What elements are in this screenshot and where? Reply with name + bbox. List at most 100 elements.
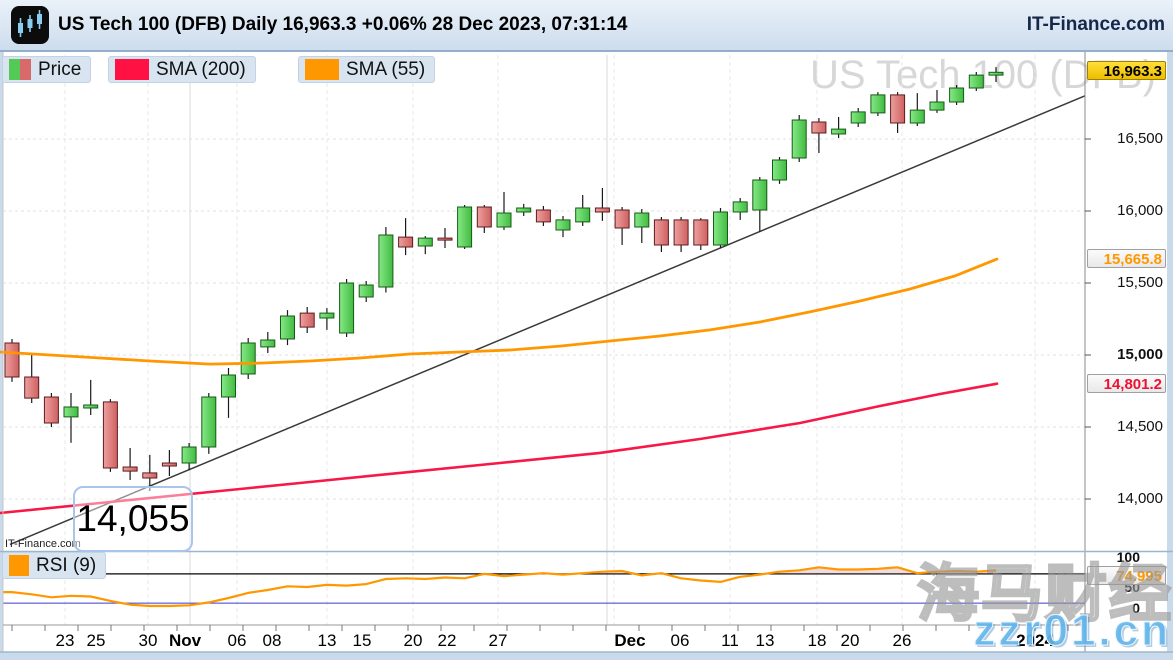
time-axis-label: 13 [755, 631, 775, 650]
time-axis-label: Dec [614, 631, 646, 650]
candle-down [122, 466, 138, 472]
candle-down [890, 94, 906, 124]
candle-up [968, 74, 984, 89]
legend-price-label: Price [38, 58, 82, 80]
time-axis-label: 23 [55, 631, 75, 650]
time-axis-label: 18 [807, 631, 827, 650]
brand-link[interactable]: IT-Finance.com [1026, 14, 1165, 35]
candle-up [221, 374, 236, 398]
candle-down [4, 342, 20, 378]
candle-up [83, 404, 99, 409]
price-tick-label: 16,000 [1117, 202, 1163, 219]
rsi-line [3, 566, 997, 608]
time-axis-label: 27 [488, 631, 508, 650]
candle-up [378, 234, 394, 288]
rsi-tick-label: 0 [1132, 600, 1140, 616]
candle-down [398, 236, 414, 248]
rsi-tick-label: 100 [1116, 549, 1140, 565]
candle-down [653, 219, 669, 246]
legend-chip-rsi[interactable]: RSI (9) [2, 552, 107, 579]
candle-up [555, 219, 571, 231]
sma55-value-chip: 15,665.8 [1087, 249, 1166, 268]
sma200-swatch-icon [115, 59, 149, 80]
candle-up [870, 94, 886, 114]
candle-up [319, 312, 335, 319]
candle-up [457, 206, 473, 248]
candle-up [850, 111, 866, 124]
time-axis-label: 22 [437, 631, 457, 650]
candle-down [535, 209, 551, 223]
price-tick-label: 14,000 [1117, 490, 1163, 507]
candle-up [732, 201, 748, 213]
legend-chip-sma55[interactable]: SMA (55) [298, 56, 436, 83]
time-axis-label: 26 [892, 631, 912, 650]
cn-site-watermark: 海马财经 [916, 559, 1173, 631]
candle-down [24, 376, 40, 399]
time-axis-label: 13 [317, 631, 337, 650]
candle-up [516, 207, 532, 213]
time-axis-label: 15 [352, 631, 372, 650]
price-tick-label: 14,500 [1117, 418, 1163, 435]
time-axis-label: 06 [227, 631, 247, 650]
candle-down [437, 237, 453, 241]
price-tick-label: 15,500 [1117, 274, 1163, 291]
candle-down [43, 396, 59, 424]
candle-down [811, 121, 827, 134]
time-axis-label: Nov [168, 631, 202, 650]
price-swatch-icon [9, 59, 31, 80]
sma55-line [0, 257, 999, 366]
chart-title: US Tech 100 (DFB) Daily 16,963.3 +0.06% … [58, 14, 628, 35]
candle-up [63, 406, 79, 418]
candle-up [181, 446, 197, 464]
candle-down [299, 312, 315, 328]
candle-down [476, 206, 492, 228]
candle-up [201, 396, 217, 448]
price-tick-label: 15,000 [1117, 346, 1163, 363]
legend-sma55-label: SMA (55) [346, 58, 426, 80]
sma200-value-chip: 14,801.2 [1087, 374, 1166, 393]
time-axis-label: 25 [86, 631, 106, 650]
candle-up [496, 212, 512, 228]
candlestick-logo-icon[interactable] [11, 6, 49, 44]
time-axis-label: 30 [138, 631, 158, 650]
candle-down [142, 472, 158, 479]
source-note: IT-Finance.com [5, 538, 81, 550]
time-axis-label: 08 [262, 631, 282, 650]
candle-up [772, 159, 787, 181]
low-price-annotation[interactable]: 14,055 [73, 486, 193, 552]
rsi-swatch-icon [9, 555, 29, 576]
candle-down [693, 219, 709, 246]
legend-chip-price[interactable]: Price [2, 56, 92, 83]
candle-up [260, 339, 276, 348]
logo-glyph [18, 10, 42, 37]
candle-up [339, 282, 355, 334]
candle-down [102, 401, 118, 469]
legend-chip-sma200[interactable]: SMA (200) [108, 56, 256, 83]
candle-up [949, 87, 965, 103]
time-axis-label: 2024 [1016, 631, 1054, 650]
price-tick-label: 16,500 [1117, 130, 1163, 147]
candle-up [417, 237, 433, 247]
candle-down [673, 219, 689, 246]
candle-up [988, 71, 1004, 76]
time-axis-label: 11 [721, 631, 739, 650]
candle-down [594, 207, 610, 213]
candle-up [358, 284, 374, 298]
sma55-swatch-icon [305, 59, 339, 80]
time-axis-label: 20 [840, 631, 860, 650]
candle-up [634, 212, 650, 228]
candle-up [240, 342, 256, 375]
current-price-chip: 16,963.3 [1087, 61, 1166, 80]
candle-up [929, 101, 945, 111]
candle-up [713, 211, 728, 246]
candle-up [280, 315, 295, 340]
time-axis-label: 20 [403, 631, 423, 650]
candle-down [614, 209, 630, 229]
time-axis-label: 06 [670, 631, 690, 650]
top-bar: US Tech 100 (DFB) Daily 16,963.3 +0.06% … [0, 0, 1173, 52]
candle-up [575, 207, 591, 223]
candle-down [161, 462, 177, 467]
site-url-watermark: zzr01.cn [973, 606, 1171, 656]
